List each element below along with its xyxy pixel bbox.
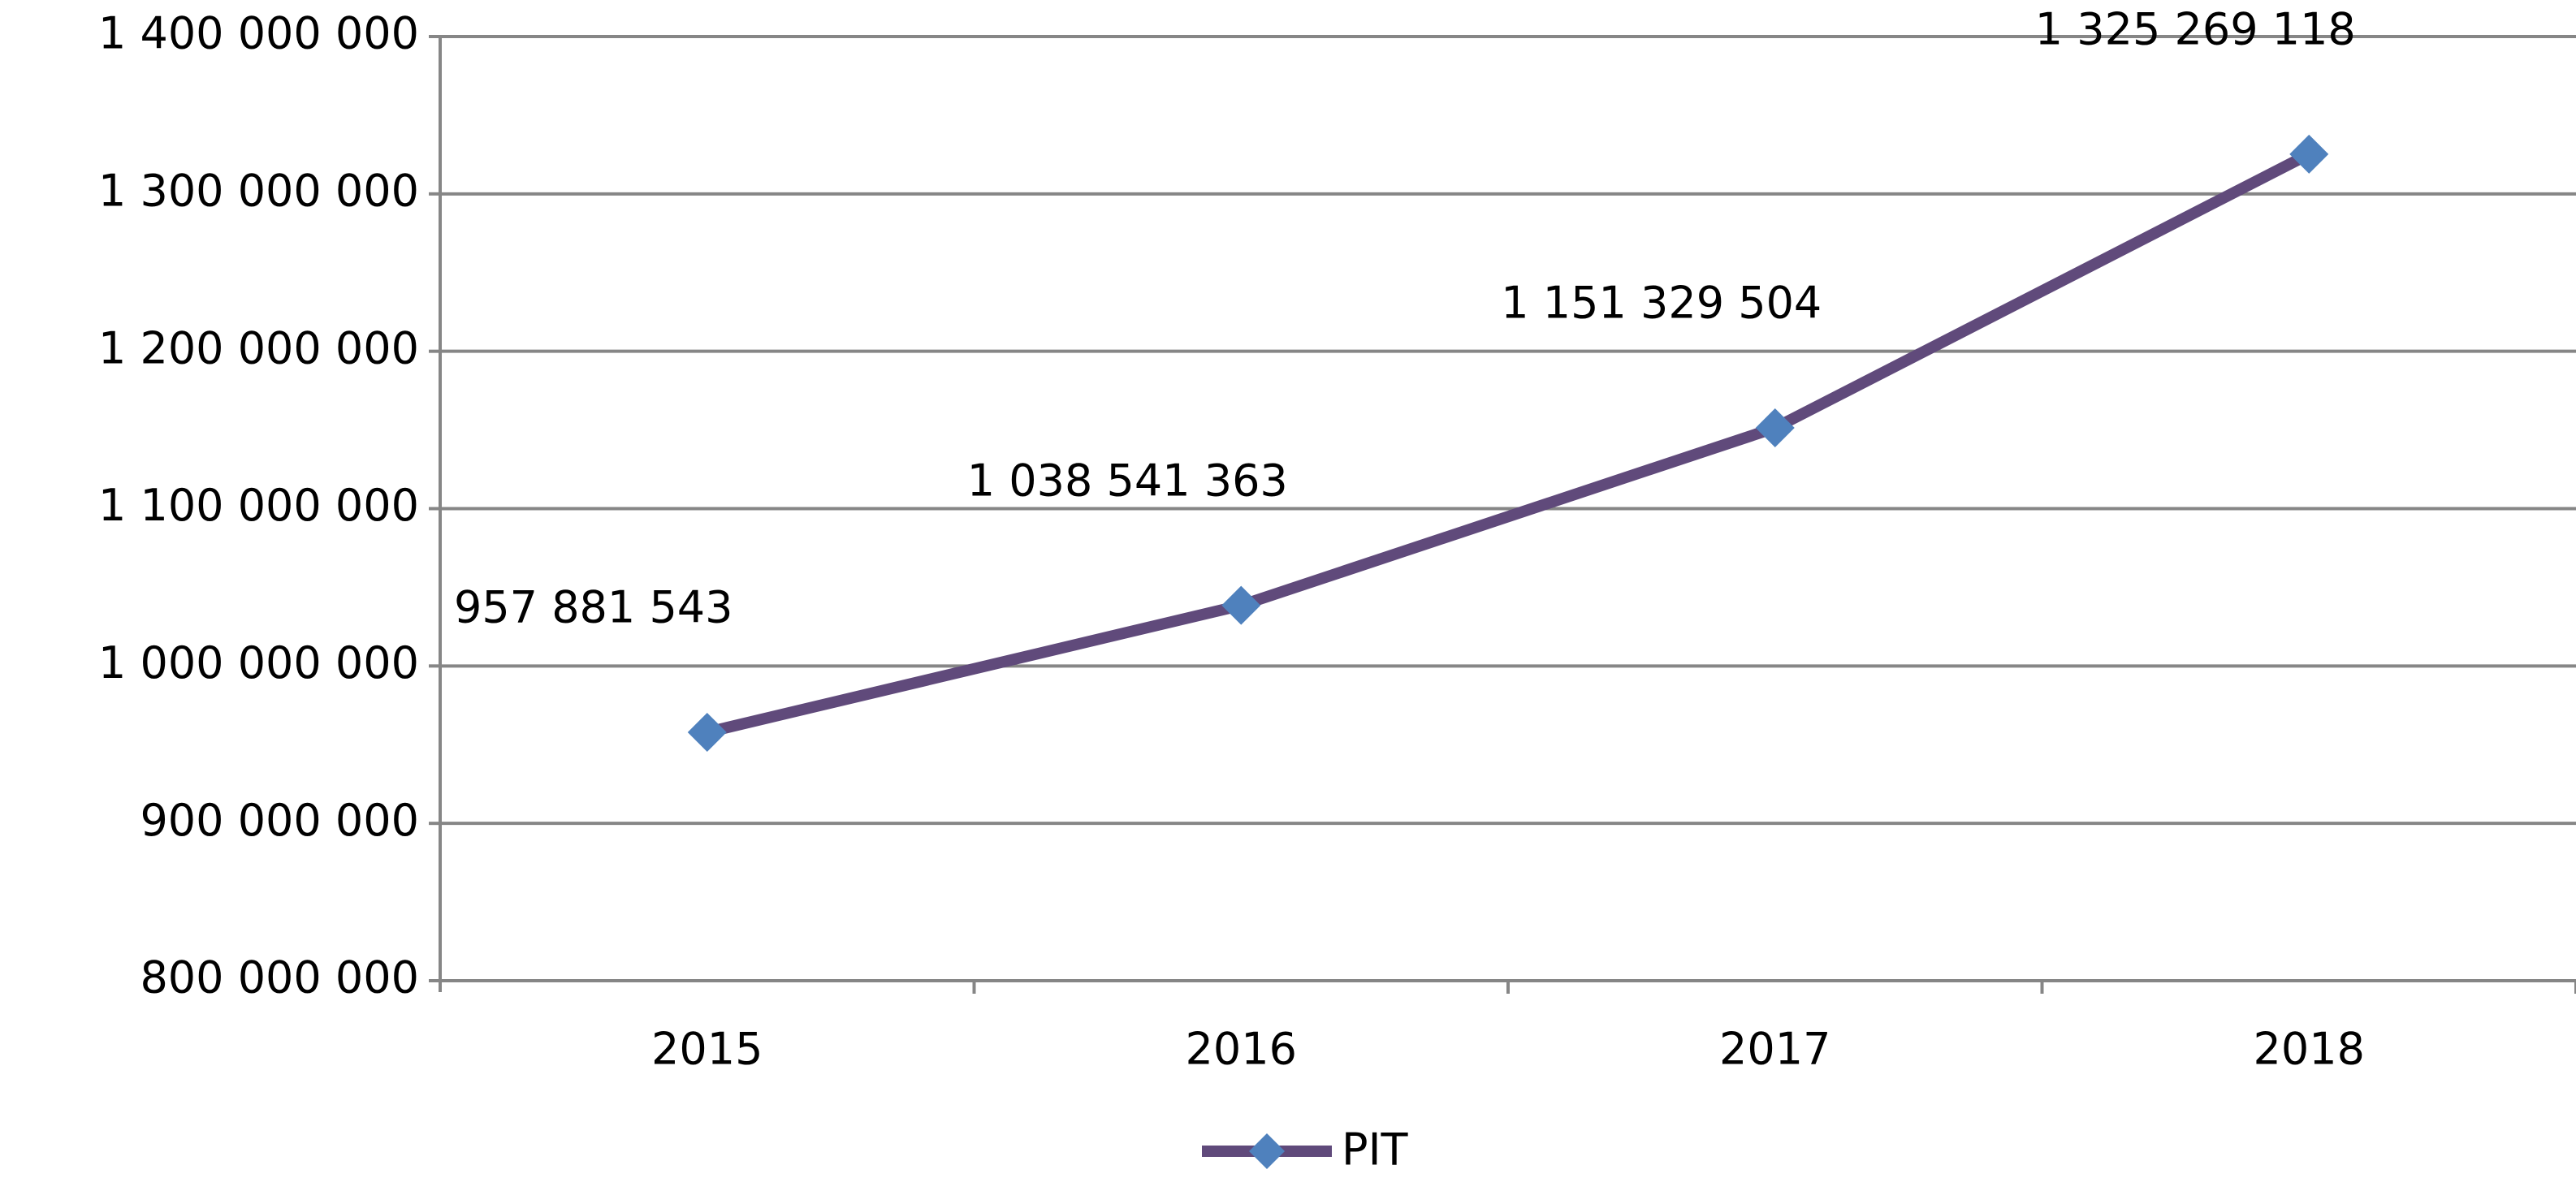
x-tick-label: 2015: [651, 1024, 763, 1075]
y-tick-label: 900 000 000: [140, 795, 419, 846]
line: [706, 149, 2312, 738]
y-tick-label: 1 300 000 000: [98, 165, 419, 216]
y-tick-label: 1 000 000 000: [98, 637, 419, 688]
y-tick-label: 1 400 000 000: [98, 8, 419, 59]
marker: [1755, 408, 1795, 448]
x-tick-label: 2018: [2254, 1024, 2365, 1075]
data-label: 1 038 541 363: [967, 455, 1288, 506]
y-tick-label: 1 100 000 000: [98, 480, 419, 531]
marker: [687, 712, 727, 752]
y-tick-label: 1 200 000 000: [98, 322, 419, 373]
marker: [1221, 585, 1261, 625]
legend-marker: [1249, 1133, 1285, 1169]
legend-label: PIT: [1342, 1124, 1408, 1176]
data-label: 957 881 543: [454, 582, 733, 633]
x-tick-label: 2016: [1186, 1024, 1297, 1075]
y-tick-label: 800 000 000: [140, 952, 419, 1003]
data-label: 1 151 329 504: [1501, 278, 1822, 329]
data-label: 1 325 269 118: [2035, 3, 2356, 54]
x-tick-label: 2017: [1719, 1024, 1830, 1075]
marker: [2289, 134, 2329, 174]
